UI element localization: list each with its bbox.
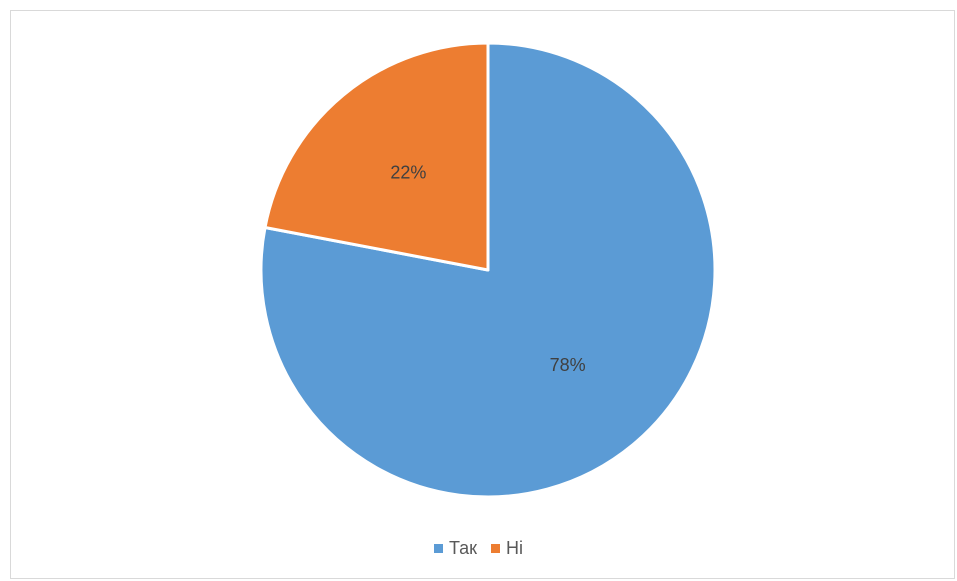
legend: Так Ні [0,538,957,559]
pie-slice-2 [263,41,490,272]
legend-label-1: Так [448,538,478,558]
legend-swatch-2 [491,544,501,553]
data-label-2: 22% [390,163,426,183]
pie-slices [259,41,717,499]
legend-item-2: Ні [491,538,523,559]
data-label-1: 78% [550,355,586,375]
pie-data-labels: 78% 22% [390,163,585,375]
legend-label-2: Ні [506,538,524,558]
legend-item-1: Так [433,538,478,559]
legend-swatch-1 [433,544,443,553]
